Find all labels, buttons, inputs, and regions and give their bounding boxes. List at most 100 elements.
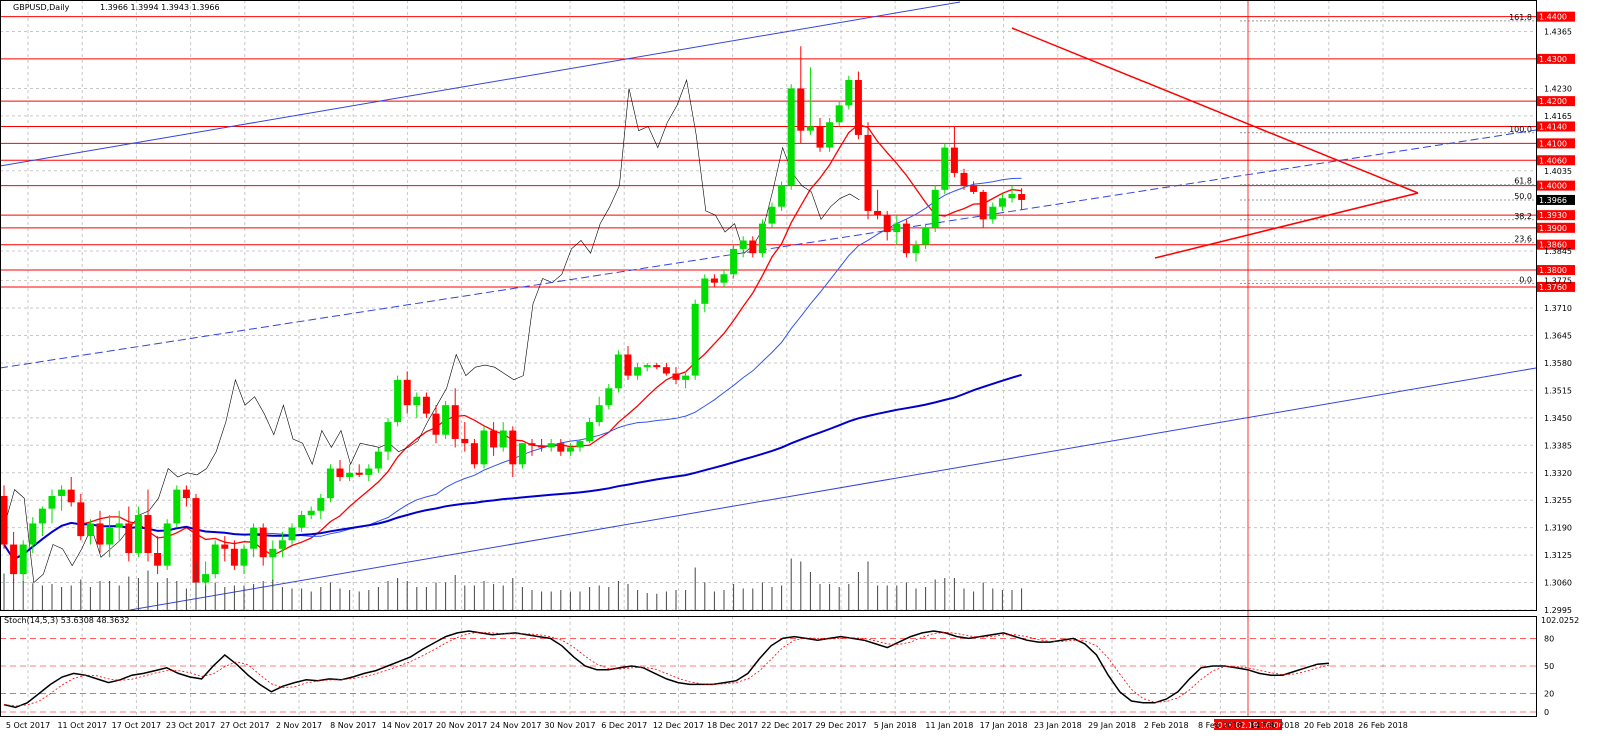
candle-body	[250, 527, 258, 549]
date-label: 20 Feb 2018	[1304, 721, 1354, 730]
candle-body	[979, 191, 987, 220]
candle-body	[58, 489, 66, 496]
candle-body	[67, 489, 75, 503]
candle-body	[365, 468, 373, 475]
date-label: 8 Nov 2017	[330, 721, 376, 730]
level-label: 1.4400	[1539, 13, 1567, 22]
candle-body	[922, 227, 930, 245]
candle-body	[259, 527, 267, 558]
candle-body	[269, 548, 277, 558]
price-tick-label: 1.3845	[1544, 247, 1572, 256]
fib-label: 61.8	[1514, 177, 1532, 186]
stoch-level-label: 50	[1544, 662, 1554, 671]
candle-body	[86, 523, 94, 537]
overlay-indicators: 2018.02.19 16:00	[0, 0, 1537, 730]
stoch-frame	[0, 616, 1537, 717]
candle-body	[490, 430, 498, 448]
candle-body	[432, 413, 440, 435]
level-label: 1.4000	[1539, 182, 1567, 191]
candle-body	[883, 215, 891, 233]
candle-body	[653, 365, 661, 368]
date-label: 17 Oct 2017	[112, 721, 161, 730]
price-frame	[0, 0, 1537, 611]
candle-body	[797, 88, 805, 131]
candle-body	[403, 379, 411, 406]
triangle-lower-line	[1154, 192, 1419, 259]
date-label: 24 Nov 2017	[490, 721, 541, 730]
date-label: 6 Dec 2017	[601, 721, 647, 730]
candle-body	[787, 88, 795, 186]
fib-label: 23.6	[1514, 235, 1532, 244]
level-tag	[1537, 155, 1575, 166]
candle-body	[221, 544, 229, 549]
candle-body	[634, 367, 642, 376]
candle-body	[192, 498, 200, 583]
stochastic-panel: 80 50 20 0	[0, 630, 1554, 717]
candle-body	[1018, 194, 1026, 200]
stoch-main-line	[3, 630, 1330, 709]
candle-body	[48, 495, 56, 509]
level-label: 1.3800	[1539, 266, 1567, 275]
candle-body	[643, 365, 651, 368]
candle-body	[144, 514, 152, 553]
candle-body	[422, 396, 430, 414]
date-label: 11 Oct 2017	[57, 721, 106, 730]
candle-body	[845, 80, 853, 106]
date-label: 27 Oct 2017	[220, 721, 269, 730]
candle-body	[394, 379, 402, 423]
candle-body	[461, 438, 469, 444]
candle-body	[931, 189, 939, 228]
level-tag	[1537, 121, 1575, 132]
crosshair-tag	[1214, 719, 1282, 730]
candle-body	[298, 514, 306, 528]
candle-body	[211, 544, 219, 575]
candle-body	[106, 527, 114, 545]
candle-body	[614, 354, 622, 389]
candle-body	[480, 430, 488, 465]
ohlc-label: 1.3966 1.3994 1.3943 1.3966	[100, 3, 220, 12]
candle-body	[1008, 194, 1016, 199]
candle-body	[528, 443, 536, 446]
level-label: 1.3760	[1539, 283, 1567, 292]
candle-body	[662, 367, 670, 374]
price-tick-label: 1.4165	[1544, 112, 1572, 121]
candle-body	[806, 126, 814, 131]
candle-body	[326, 468, 334, 499]
date-label: 5 Oct 2017	[6, 721, 50, 730]
candle-body	[163, 523, 171, 566]
candle-body	[202, 574, 210, 583]
candle-body	[182, 489, 190, 499]
date-label: 18 Dec 2017	[707, 721, 758, 730]
candle-body	[355, 472, 363, 475]
axes: 1.43651.42301.41651.40351.38451.37751.37…	[0, 0, 1572, 730]
candle-body	[115, 523, 123, 528]
level-tag	[1537, 180, 1575, 191]
channel-upper-line	[0, 1, 961, 167]
fib-label: 100.0	[1509, 125, 1532, 134]
candle-body	[509, 430, 517, 465]
level-tag	[1537, 281, 1575, 292]
date-label: 22 Dec 2017	[761, 721, 812, 730]
date-label: 26 Feb 2018	[1358, 721, 1408, 730]
candle-body	[989, 206, 997, 220]
candle-body	[125, 523, 133, 553]
level-tag	[1537, 96, 1575, 107]
candle-body	[230, 548, 238, 566]
candle-body	[998, 198, 1006, 207]
date-label: 11 Jan 2018	[925, 721, 973, 730]
candle-body	[346, 472, 354, 477]
candle-body	[154, 552, 162, 566]
candle-body	[576, 441, 584, 448]
candle-body	[336, 468, 344, 477]
candle-body	[902, 223, 910, 254]
candle-body	[317, 498, 325, 511]
stoch-label: Stoch(14,5,3) 53.6308 48.3632	[4, 616, 130, 625]
candle-body	[442, 405, 450, 435]
candle-body	[566, 447, 574, 452]
level-tag	[1537, 239, 1575, 250]
level-tag	[1537, 222, 1575, 233]
chikou-line	[4, 78, 860, 584]
candle-body	[682, 375, 690, 380]
candle-body	[288, 527, 296, 541]
